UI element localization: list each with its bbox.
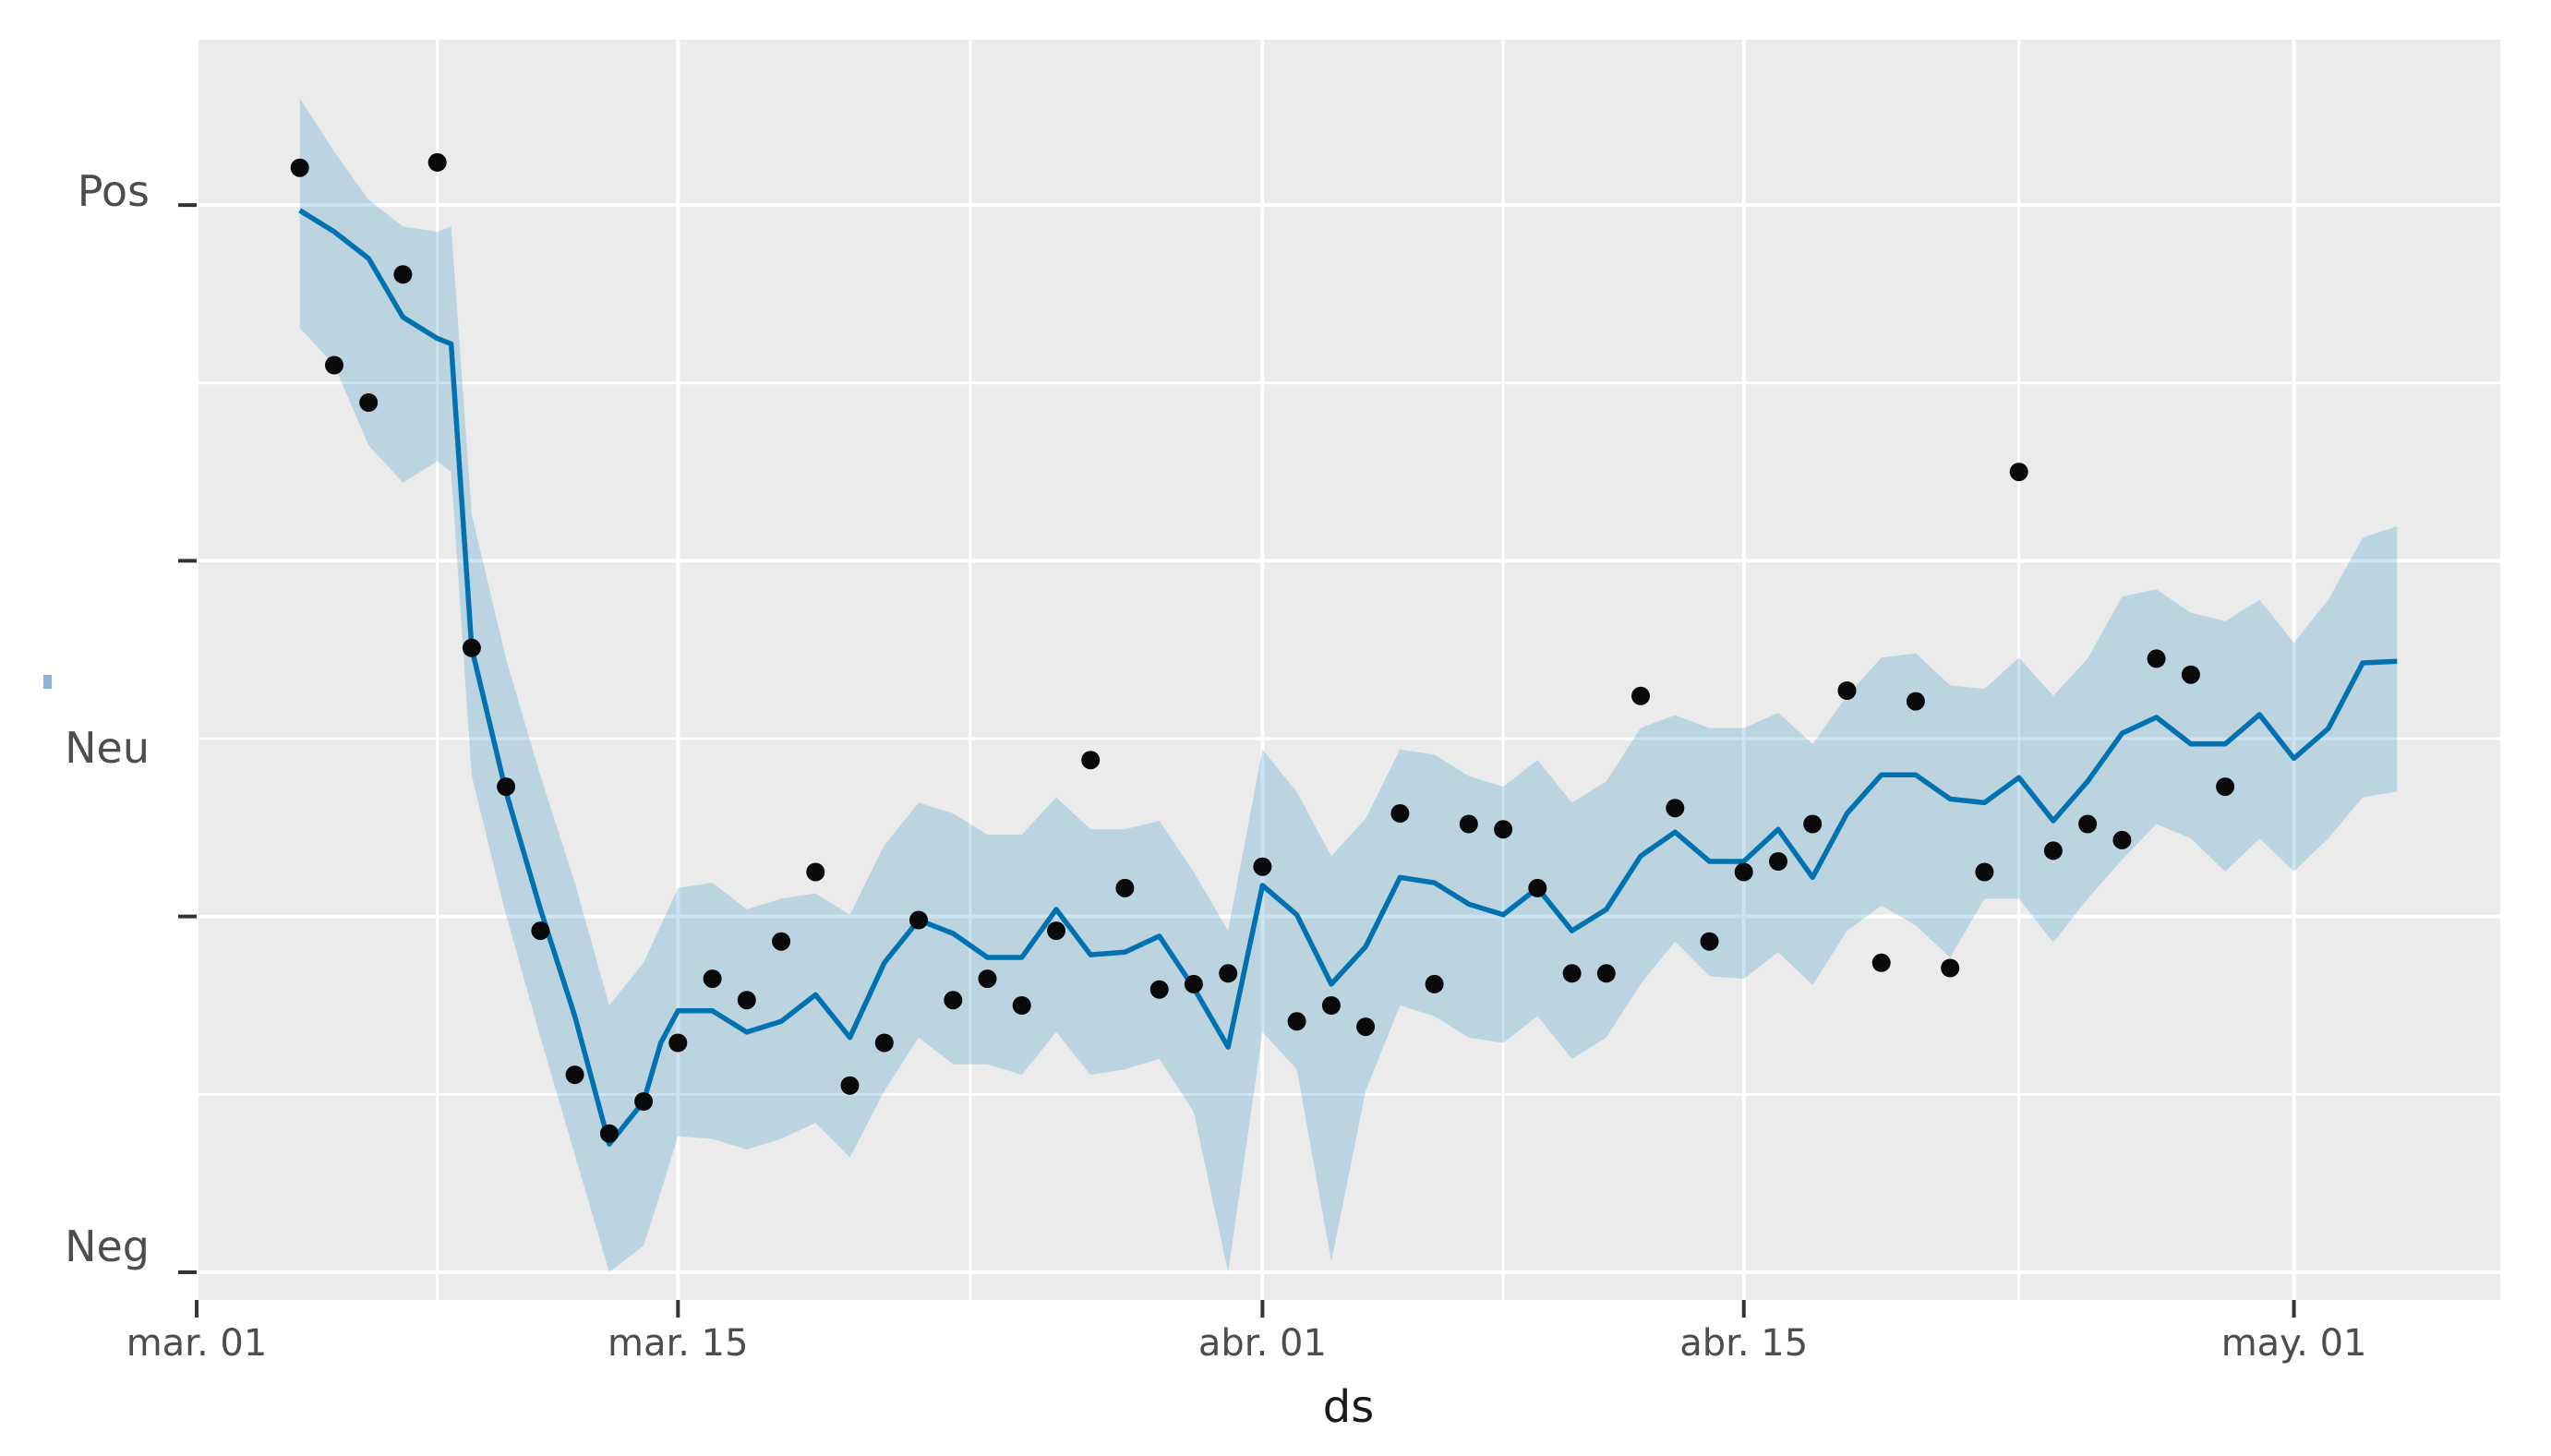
data-point <box>1321 996 1341 1015</box>
data-point <box>1356 1017 1376 1037</box>
data-point <box>1047 921 1065 941</box>
data-point <box>2181 665 2200 684</box>
plot-panel <box>197 40 2500 1300</box>
x-tick-label: abr. 15 <box>1679 1322 1808 1365</box>
data-point <box>1287 1012 1306 1031</box>
data-point <box>1115 878 1135 897</box>
x-axis-title: ds <box>1323 1381 1374 1433</box>
forecast-line <box>298 208 2398 1148</box>
data-point <box>1184 974 1203 993</box>
data-point <box>1459 814 1478 834</box>
data-point <box>1803 814 1823 834</box>
data-point <box>1666 799 1685 818</box>
data-point <box>1871 953 1891 972</box>
data-point <box>565 1065 584 1085</box>
y-axis-label-neu: Neu <box>65 723 150 773</box>
data-point <box>909 910 928 930</box>
data-point <box>703 969 722 989</box>
y-axis-label-pos: Pos <box>78 166 150 216</box>
y-axis-label-neg: Neg <box>65 1221 150 1271</box>
data-point <box>599 1124 619 1143</box>
data-point <box>359 393 379 412</box>
data-point <box>1494 820 1513 839</box>
data-point <box>1941 958 1960 978</box>
data-point <box>1596 964 1616 983</box>
data-point <box>668 1033 688 1053</box>
data-point <box>2043 841 2063 860</box>
data-point <box>1081 751 1101 770</box>
data-point <box>1425 974 1444 993</box>
data-point <box>874 1033 894 1053</box>
data-point <box>737 991 756 1010</box>
data-point <box>1975 862 1994 882</box>
data-point <box>531 921 550 941</box>
data-point <box>1631 686 1650 705</box>
axis-tick-marks <box>178 203 2296 1318</box>
data-point <box>840 1076 860 1095</box>
data-point <box>1012 996 1031 1015</box>
data-point <box>497 777 516 797</box>
x-tick-labels: mar. 01 mar. 15 abr. 01 abr. 15 may. 01 <box>126 1322 2367 1365</box>
data-point <box>1253 857 1272 876</box>
data-point <box>427 152 447 172</box>
data-point <box>290 158 309 177</box>
data-point <box>2009 463 2028 482</box>
data-point <box>1390 804 1410 823</box>
data-point <box>1149 980 1169 999</box>
data-point <box>1700 932 1719 951</box>
data-point <box>2112 830 2132 849</box>
x-tick-label: mar. 01 <box>126 1322 268 1365</box>
data-point <box>2078 814 2098 834</box>
data-point <box>1769 852 1787 871</box>
data-point <box>944 991 963 1010</box>
data-point <box>1837 681 1857 700</box>
x-tick-label: abr. 01 <box>1198 1322 1327 1365</box>
x-tick-label: may. 01 <box>2221 1322 2367 1365</box>
data-point <box>1528 878 1547 897</box>
data-point <box>1562 964 1582 983</box>
observed-points <box>290 152 2235 1143</box>
data-point <box>1906 692 1925 711</box>
data-point <box>325 355 343 375</box>
data-point <box>2147 649 2166 668</box>
data-point <box>462 638 481 657</box>
data-point <box>1219 964 1238 983</box>
x-tick-label: mar. 15 <box>608 1322 749 1365</box>
data-point <box>393 265 413 284</box>
stray-mark <box>43 675 52 689</box>
data-point <box>2216 777 2235 797</box>
data-point <box>978 969 997 989</box>
data-point <box>1734 862 1753 882</box>
data-point <box>772 932 791 951</box>
uncertainty-ribbon <box>299 98 2398 1272</box>
gridlines-major <box>195 40 2500 1300</box>
data-point <box>806 862 825 882</box>
data-point <box>634 1092 654 1111</box>
